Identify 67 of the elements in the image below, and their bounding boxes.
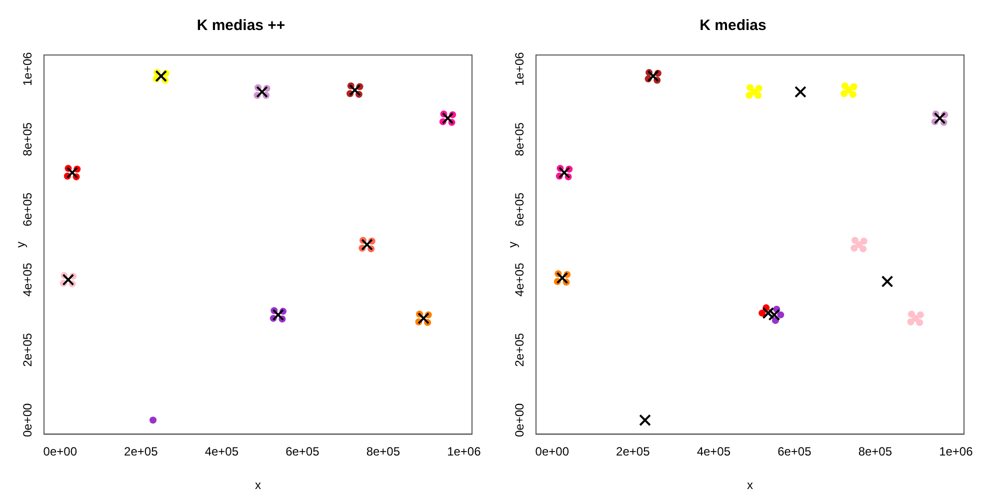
x-tick-label: 1e+06 (939, 444, 974, 459)
x-tick-label: 8e+05 (366, 444, 400, 459)
y-tick-label: 8e+05 (20, 122, 34, 156)
point (850, 244, 858, 252)
point (746, 84, 754, 92)
y-tick-label: 8e+05 (512, 122, 526, 156)
point (768, 308, 780, 321)
y-tick-label: 0e+00 (20, 402, 34, 438)
point (556, 272, 568, 284)
y-tick-label: 2e+05 (20, 332, 34, 367)
chart-title: K medias (700, 17, 766, 34)
point (860, 238, 868, 245)
point (916, 311, 924, 318)
x-tick-label: 0e+00 (43, 444, 78, 459)
point (841, 82, 848, 90)
point (150, 416, 157, 424)
point (639, 414, 651, 426)
y-tick-label: 6e+05 (20, 192, 34, 226)
x-tick-label: 2e+05 (616, 444, 650, 459)
y-tick-label: 4e+05 (20, 262, 34, 297)
point (746, 92, 753, 99)
point (418, 312, 430, 324)
point (908, 310, 916, 318)
point (256, 86, 268, 98)
point (860, 245, 867, 252)
point (916, 319, 924, 326)
x-tick-label: 8e+05 (858, 444, 892, 459)
point (272, 308, 284, 321)
y-tick-label: 2e+05 (512, 332, 526, 367)
point (881, 276, 894, 288)
point (361, 238, 373, 251)
x-tick-label: 4e+05 (696, 444, 731, 459)
point (758, 310, 766, 317)
x-tick-label: 2e+05 (124, 444, 158, 459)
point (934, 112, 946, 124)
x-axis-title: x (747, 478, 753, 492)
point (840, 90, 848, 98)
point (794, 86, 806, 98)
x-tick-label: 1e+06 (447, 444, 482, 459)
y-tick-label: 1e+06 (512, 52, 526, 86)
y-tick-label: 0e+00 (512, 402, 526, 438)
x-tick-label: 0e+00 (535, 444, 570, 459)
point (442, 112, 454, 124)
x-axis-title: x (255, 478, 261, 492)
y-tick-label: 6e+05 (512, 192, 526, 226)
x-tick-label: 6e+05 (778, 444, 812, 459)
point (907, 318, 914, 326)
point (755, 84, 762, 92)
x-tick-label: 6e+05 (286, 444, 320, 459)
y-axis-title: y (14, 242, 28, 248)
x-tick-label: 4e+05 (204, 444, 239, 459)
point (849, 90, 856, 98)
point (155, 70, 168, 82)
point (647, 70, 660, 82)
point (558, 166, 570, 179)
point (62, 274, 74, 286)
chart-title: K medias ++ (196, 17, 286, 34)
point (66, 166, 78, 179)
point (754, 92, 762, 99)
point (851, 236, 858, 244)
y-tick-label: 1e+06 (20, 52, 34, 86)
y-axis-title: y (506, 242, 520, 248)
y-tick-label: 4e+05 (512, 262, 526, 297)
point (762, 307, 774, 320)
point (777, 311, 784, 318)
point (348, 84, 361, 96)
point (850, 83, 858, 90)
